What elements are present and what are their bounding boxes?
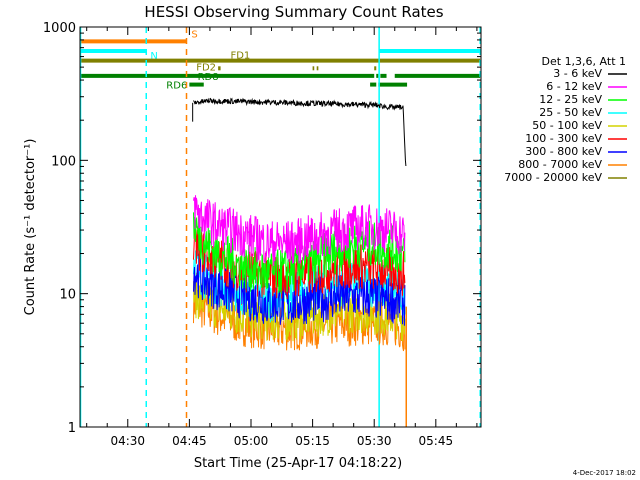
series-line-0 — [193, 97, 407, 167]
y-tick-label: 1 — [68, 421, 76, 436]
flag-label-rd6: RD6 — [166, 81, 187, 92]
x-axis-label: Start Time (25-Apr-17 04:18:22) — [194, 456, 402, 471]
legend-label: 50 - 100 keV — [532, 119, 602, 132]
flag-label-rd8: RD8 — [198, 72, 219, 83]
x-tick-label: 05:00 — [234, 434, 269, 448]
y-tick-label: 1000 — [43, 21, 76, 36]
y-axis-label: Count Rate (s⁻¹ detector⁻¹) — [23, 139, 38, 316]
footer-timestamp: 4-Dec-2017 18:02 — [573, 469, 636, 477]
legend-label: 100 - 300 keV — [525, 132, 602, 145]
y-tick-label: 100 — [51, 154, 76, 169]
vertical-markers — [79, 27, 481, 427]
legend-label: 6 - 12 keV — [546, 80, 602, 93]
series-group — [192, 97, 407, 352]
x-tick-label: 04:30 — [110, 434, 145, 448]
legend-label: 25 - 50 keV — [539, 106, 602, 119]
x-tick-label: 05:30 — [357, 434, 392, 448]
flag-label-fd2: FD2 — [196, 62, 216, 73]
flag-label-fd1: FD1 — [230, 51, 250, 62]
legend-label: 7000 - 20000 keV — [504, 171, 602, 184]
series-line-1 — [193, 195, 406, 267]
legend-title: Det 1,3,6, Att 1 — [542, 55, 626, 68]
x-tick-label: 05:15 — [295, 434, 330, 448]
x-tick-label: 04:45 — [172, 434, 207, 448]
flag-label-s: S — [191, 29, 197, 40]
legend-label: 3 - 6 keV — [553, 67, 602, 80]
plot-frame — [79, 26, 482, 428]
x-tick-label: 05:45 — [419, 434, 454, 448]
legend-label: 12 - 25 keV — [539, 93, 602, 106]
series-line-2 — [193, 212, 406, 294]
flag-label-n: N — [150, 51, 157, 62]
series-line-6 — [193, 253, 406, 326]
axis-ticks: 04:30 04:45 05:00 05:15 05:30 05:45 1 10 100 1000 — [43, 21, 481, 448]
legend-label: 300 - 800 keV — [525, 145, 602, 158]
y-tick-label: 10 — [59, 288, 76, 303]
legend-label: 800 - 7000 keV — [518, 158, 602, 171]
chart-title: HESSI Observing Summary Count Rates — [144, 3, 443, 21]
